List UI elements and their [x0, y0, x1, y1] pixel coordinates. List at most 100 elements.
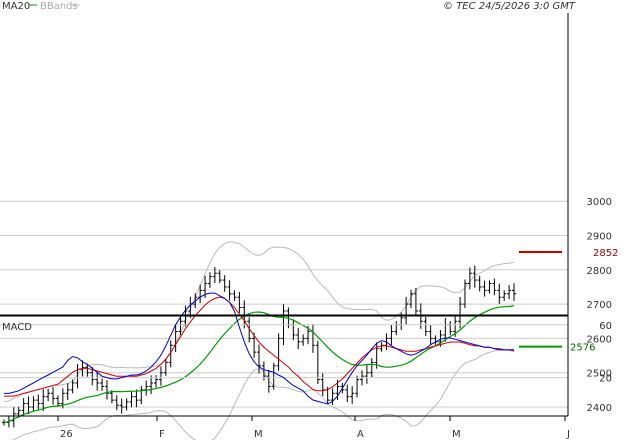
macd-y-tick-label: 20: [599, 374, 612, 385]
price-bar: [472, 265, 477, 288]
price-bar: [168, 340, 173, 368]
price-bar: [222, 275, 227, 292]
price-y-tick-label: 2400: [587, 403, 612, 414]
price-bar: [389, 324, 394, 346]
price-bar: [266, 369, 271, 393]
price-bar: [198, 284, 203, 304]
price-bar: [369, 357, 374, 378]
price-bar: [134, 389, 139, 408]
price-bar: [458, 296, 463, 329]
price-y-tick-label: 2900: [587, 232, 612, 243]
price-bar: [65, 383, 70, 400]
price-bar: [178, 317, 183, 336]
price-bar: [95, 371, 100, 391]
price-bar: [237, 291, 242, 313]
price-bar: [114, 395, 119, 411]
price-bars: [2, 265, 516, 428]
price-bar: [487, 280, 492, 294]
price-bar: [139, 385, 144, 405]
price-bar: [462, 279, 467, 309]
x-tick-label: F: [159, 429, 165, 440]
price-bar: [330, 388, 335, 406]
price-bar: [394, 321, 399, 336]
macd-y-tick-label: 60: [599, 321, 612, 332]
price-bar: [21, 398, 26, 416]
ma20-path: [3, 305, 515, 423]
price-bar: [257, 344, 261, 374]
price-bar: [212, 266, 217, 283]
price-grid: [0, 200, 568, 408]
price-bar: [70, 379, 75, 394]
price-bar: [163, 359, 168, 376]
price-bar: [477, 275, 482, 292]
price-bar: [227, 280, 232, 301]
price-bar: [26, 396, 31, 415]
x-tick-label: 26: [60, 429, 73, 440]
price-bar: [85, 363, 90, 377]
price-bar: [129, 391, 134, 408]
x-tick-label: M: [254, 429, 263, 440]
price-bar: [467, 267, 472, 290]
legend-bbands: BBands: [40, 1, 78, 12]
price-bar: [207, 272, 212, 288]
price-bar: [51, 387, 56, 405]
price-bar: [448, 321, 453, 336]
price-bar: [438, 330, 443, 347]
price-bar: [144, 380, 149, 396]
price-bar: [271, 362, 276, 390]
copyright: © TEC 24/5/2026 3:0 GMT: [443, 1, 576, 12]
price-bar: [276, 333, 281, 371]
price-bar: [350, 386, 355, 404]
macd-signal-line: [4, 296, 515, 397]
macd-line: [4, 292, 514, 405]
price-y-ticks: 2400 2500 2600 2700 2800 2900 3000: [587, 197, 612, 414]
price-bar: [46, 388, 51, 402]
x-ticks: 26 F M A M J: [57, 416, 570, 440]
price-bar: [109, 390, 114, 404]
price-y-tick-label: 2700: [587, 300, 612, 311]
x-tick-label: A: [357, 429, 364, 440]
macd-lines: [4, 292, 515, 405]
price-y-tick-label: 2500: [587, 369, 612, 380]
price-bar: [492, 278, 497, 296]
price-bar: [315, 340, 320, 385]
price-bar: [345, 384, 350, 403]
price-bar: [301, 334, 306, 346]
support-label: 2576: [570, 343, 595, 354]
price-bar: [364, 365, 369, 384]
price-bar: [409, 289, 414, 309]
price-bar: [217, 270, 222, 284]
price-bar: [355, 375, 360, 398]
price-bar: [502, 290, 507, 301]
price-bar: [291, 319, 296, 341]
price-bar: [55, 395, 60, 407]
price-y-tick-label: 2800: [587, 266, 612, 277]
price-bar: [100, 378, 105, 391]
price-bar: [154, 375, 159, 388]
price-y-tick-label: 3000: [587, 197, 612, 208]
price-bar: [507, 285, 512, 300]
price-bar: [247, 317, 252, 343]
ma20-line: [3, 305, 515, 423]
price-bar: [158, 366, 163, 386]
price-bar: [31, 396, 36, 411]
price-bar: [497, 283, 502, 304]
frame: [0, 13, 569, 417]
price-bar: [428, 325, 433, 345]
macd-title: MACD: [2, 322, 32, 333]
x-tick-label: M: [452, 429, 461, 440]
price-bar: [413, 288, 418, 317]
price-bar: [423, 316, 428, 336]
price-bar: [11, 407, 16, 428]
price-bar: [482, 280, 487, 297]
price-bar: [104, 380, 109, 400]
price-bar: [149, 375, 154, 395]
price-bar: [41, 389, 46, 412]
price-bar: [36, 394, 41, 410]
price-y-tick-label: 2600: [587, 334, 612, 345]
price-bar: [379, 342, 384, 352]
resistance-label: 2852: [593, 248, 618, 259]
price-bar: [252, 332, 257, 358]
